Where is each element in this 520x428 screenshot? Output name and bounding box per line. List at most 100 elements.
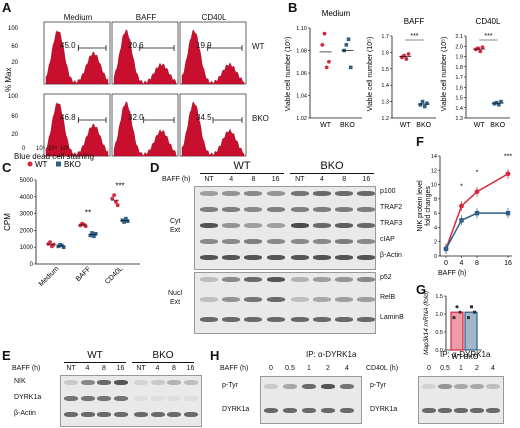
f-sig-0: *: [460, 184, 463, 191]
d-band: [313, 297, 331, 302]
c-ytick-label: 4000: [20, 195, 34, 201]
d-band: [222, 239, 241, 244]
c-point-wt: [115, 203, 120, 208]
h-time-0-1: 0.5: [285, 365, 295, 372]
f-ytick-label: 10: [431, 183, 437, 189]
d-band: [313, 277, 331, 282]
d-band: [266, 223, 285, 228]
b-xlabel: BKO: [490, 122, 505, 129]
b-ytick-label: 1.7: [455, 75, 463, 81]
b-ytick-label: 1.6: [455, 85, 463, 91]
h-band: [422, 408, 436, 413]
e-blot: [60, 375, 202, 427]
histogram-peak: [181, 29, 245, 85]
h-band: [438, 408, 452, 413]
e-band: [80, 380, 95, 385]
d-band: [357, 207, 376, 212]
d-band: [290, 191, 309, 196]
c-point-bko: [61, 245, 66, 249]
b-point-bko: [344, 43, 349, 47]
h-time-1-0: 0: [427, 365, 431, 372]
g-ytick-label: 0.0: [435, 348, 443, 354]
f-point-bko: [474, 210, 480, 216]
f-xtick-label: 8: [475, 260, 479, 267]
b-sig: ***: [484, 33, 492, 40]
d-band: [290, 207, 309, 212]
histogram-peak: [113, 29, 177, 85]
g-xlabel: BKO: [464, 354, 479, 361]
b-ytick-label: 1.8: [455, 65, 463, 71]
d-band: [266, 297, 285, 302]
e-protein-1: DYRK1a: [14, 394, 42, 401]
h-right-ip: IP: α-DYRK1a: [440, 350, 491, 359]
e-band: [80, 396, 95, 401]
e-band: [64, 380, 78, 385]
b-xlabel: WT: [474, 122, 486, 129]
e-protein-2: β-Actin: [14, 410, 36, 417]
b-ytick-label: 1.02: [296, 116, 307, 122]
c-point-bko: [93, 231, 98, 236]
g-bar-bko: [464, 311, 478, 351]
b-ytick-label: 1.6: [381, 50, 389, 56]
b-point-wt: [327, 59, 331, 64]
panel-f-line-chart: NIK protein level fold changes 0 2 4 6 8 10 12 14…: [417, 154, 512, 277]
histogram-value-bko-cd40l: 34.5: [196, 113, 212, 122]
b-point-wt: [322, 31, 327, 36]
h-time-0-4: 4: [345, 365, 349, 372]
c-point-bko: [92, 234, 96, 239]
d-band: [335, 207, 354, 212]
h-time-1-4: 4: [491, 365, 495, 372]
h-band: [486, 408, 500, 413]
e-band: [150, 396, 165, 401]
e-time-5: 4: [155, 365, 160, 372]
e-time-1: 4: [85, 365, 90, 372]
b-point-bko: [494, 100, 499, 105]
histogram-grid: 100 60 20 100 60 20: [8, 21, 247, 157]
f-ytick-label: 0: [434, 254, 437, 260]
e-band: [150, 412, 165, 417]
e-band: [183, 412, 198, 417]
e-time-4: NT: [136, 365, 146, 372]
d-nucl-label-2: Ext: [170, 299, 181, 306]
b-ytick-label: 1.4: [455, 106, 463, 112]
h-time-0-3: 2: [326, 365, 330, 372]
b-point-bko: [348, 65, 353, 70]
h-protein-1-0: p-Tyr: [370, 382, 386, 389]
b-point-wt: [402, 53, 406, 58]
h-band: [340, 384, 354, 389]
d-band: [266, 255, 285, 260]
b-ytick-label: 1.4: [381, 83, 389, 89]
d-protein-cyt-4: β-Actin: [380, 252, 402, 259]
h-protein-0-1: DYRK1a: [222, 406, 250, 413]
d-time-7: 16: [362, 176, 371, 183]
c-legend-bko: BKO: [64, 160, 81, 169]
h-time-1-3: 2: [475, 365, 479, 372]
h-right-stim: CD40L (h): [366, 365, 399, 372]
d-band: [222, 255, 241, 260]
b-ytick-label: 1.3: [381, 100, 389, 106]
panel-d-western: WT BKO BAFF (h) NT 4 8 16 NT 4 8 16 Cyt Ext Nuc…: [150, 160, 415, 342]
panel-label-d: D: [150, 160, 160, 175]
e-band: [134, 380, 148, 385]
d-band: [266, 191, 285, 196]
c-xtick-label: BAFF: [75, 265, 93, 283]
d-band: [222, 297, 241, 302]
h-band: [264, 408, 278, 413]
c-point-bko: [90, 231, 94, 235]
d-protein-nucl-0: p52: [380, 274, 392, 281]
histogram-value-bko-baff: 32.0: [128, 113, 144, 122]
f-sig-1: *: [476, 169, 479, 176]
d-time-3: 16: [271, 176, 280, 183]
d-time-6: 8: [342, 176, 347, 183]
d-bko-line: [290, 173, 374, 174]
histogram-col-medium: Medium: [63, 13, 93, 22]
g-ytick-label: 0.5: [435, 330, 443, 336]
c-ytick-label: 2000: [20, 228, 34, 234]
b-title-2: CD40L: [476, 17, 501, 26]
e-band: [64, 396, 78, 401]
f-point-bko: [505, 210, 511, 216]
histogram-col-baff: BAFF: [135, 13, 157, 22]
d-band: [313, 223, 331, 228]
e-time-0: NT: [66, 365, 76, 372]
b-point-bko: [496, 102, 501, 107]
